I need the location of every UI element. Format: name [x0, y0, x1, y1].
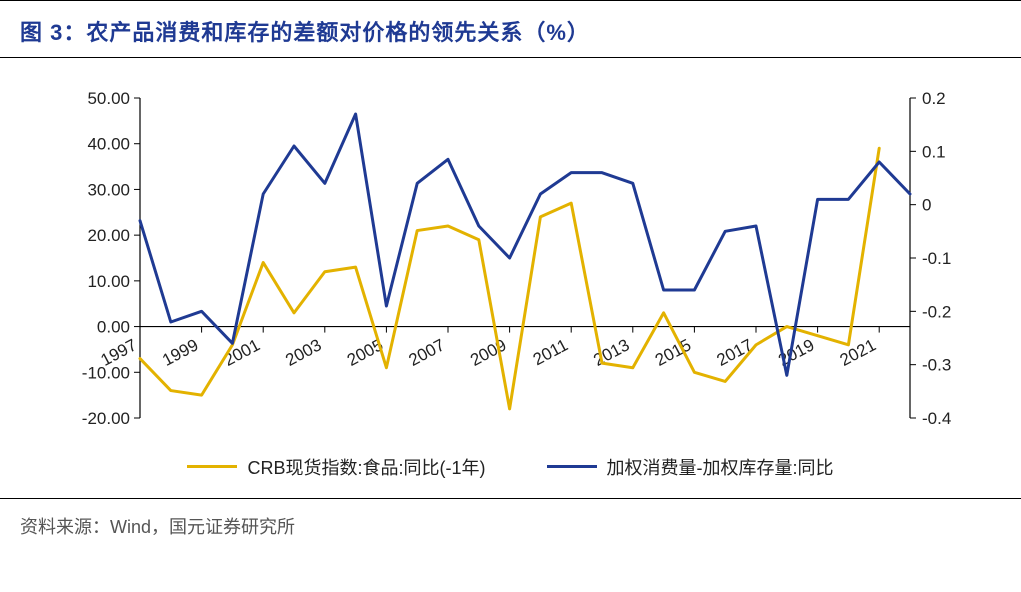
svg-text:2021: 2021 [837, 335, 879, 370]
svg-text:2007: 2007 [406, 335, 448, 370]
svg-text:2011: 2011 [530, 335, 571, 369]
title-bar: 图 3：农产品消费和库存的差额对价格的领先关系（%） [0, 0, 1021, 58]
svg-text:-0.2: -0.2 [922, 302, 951, 321]
svg-text:50.00: 50.00 [87, 89, 130, 108]
svg-text:40.00: 40.00 [87, 135, 130, 154]
plot-area: -20.00-10.000.0010.0020.0030.0040.0050.0… [70, 88, 970, 428]
svg-text:2003: 2003 [282, 335, 324, 370]
source-text: 资料来源：Wind，国元证券研究所 [0, 499, 1021, 553]
figure-container: 图 3：农产品消费和库存的差额对价格的领先关系（%） -20.00-10.000… [0, 0, 1021, 592]
svg-text:0: 0 [922, 196, 931, 215]
svg-text:30.00: 30.00 [87, 180, 130, 199]
svg-text:0.00: 0.00 [97, 318, 130, 337]
svg-text:10.00: 10.00 [87, 272, 130, 291]
svg-text:-20.00: -20.00 [82, 409, 130, 428]
svg-text:2015: 2015 [652, 335, 694, 370]
svg-text:1999: 1999 [159, 335, 201, 370]
svg-text:-0.4: -0.4 [922, 409, 951, 428]
chart-area: -20.00-10.000.0010.0020.0030.0040.0050.0… [0, 58, 1021, 428]
svg-text:20.00: 20.00 [87, 226, 130, 245]
chart-title: 图 3：农产品消费和库存的差额对价格的领先关系（%） [20, 15, 1001, 47]
chart-svg: -20.00-10.000.0010.0020.0030.0040.0050.0… [70, 88, 970, 488]
svg-text:0.1: 0.1 [922, 142, 946, 161]
svg-text:-0.1: -0.1 [922, 249, 951, 268]
svg-text:2009: 2009 [467, 335, 509, 370]
svg-text:0.2: 0.2 [922, 89, 946, 108]
svg-text:-0.3: -0.3 [922, 356, 951, 375]
svg-text:2005: 2005 [344, 335, 386, 370]
